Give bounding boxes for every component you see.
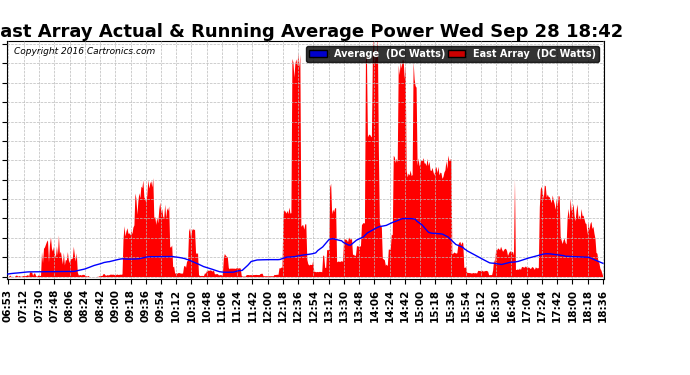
Title: East Array Actual & Running Average Power Wed Sep 28 18:42: East Array Actual & Running Average Powe… (0, 23, 623, 41)
Text: Copyright 2016 Cartronics.com: Copyright 2016 Cartronics.com (14, 47, 155, 56)
Legend: Average  (DC Watts), East Array  (DC Watts): Average (DC Watts), East Array (DC Watts… (306, 46, 599, 62)
